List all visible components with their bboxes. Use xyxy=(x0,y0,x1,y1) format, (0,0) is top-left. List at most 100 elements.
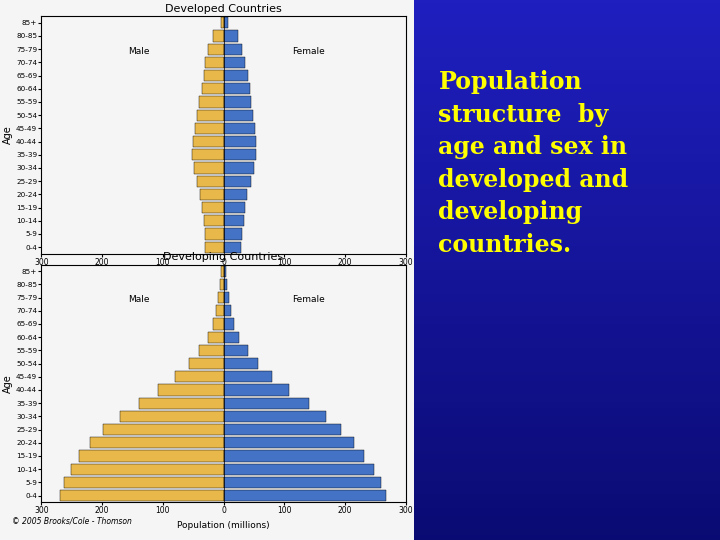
Bar xyxy=(414,240,720,243)
Bar xyxy=(414,86,720,89)
Bar xyxy=(414,230,720,232)
Bar xyxy=(224,70,248,81)
Bar xyxy=(414,284,720,286)
Bar xyxy=(414,38,720,40)
Bar xyxy=(414,386,720,389)
Bar xyxy=(414,510,720,513)
Bar xyxy=(414,232,720,235)
Bar xyxy=(414,526,720,529)
Bar xyxy=(138,397,224,409)
Bar xyxy=(414,181,720,184)
Bar xyxy=(414,305,720,308)
Bar xyxy=(414,211,720,213)
Title: Developing Countries: Developing Countries xyxy=(163,252,284,262)
Bar xyxy=(204,228,224,240)
Bar xyxy=(414,189,720,192)
Bar xyxy=(197,110,224,121)
Bar xyxy=(414,27,720,30)
Bar xyxy=(204,215,224,226)
Bar xyxy=(224,358,258,369)
Bar xyxy=(192,149,224,160)
Bar xyxy=(414,248,720,251)
Bar xyxy=(224,305,231,316)
Bar xyxy=(414,49,720,51)
Bar xyxy=(224,215,243,226)
Bar xyxy=(414,184,720,186)
Bar xyxy=(414,132,720,135)
Bar xyxy=(414,397,720,400)
Bar xyxy=(414,500,720,502)
Bar xyxy=(414,338,720,340)
Bar xyxy=(414,416,720,418)
Bar xyxy=(414,346,720,348)
Bar xyxy=(104,424,224,435)
Bar xyxy=(414,273,720,275)
Bar xyxy=(414,30,720,32)
Bar xyxy=(414,213,720,216)
Bar xyxy=(414,275,720,278)
Bar xyxy=(414,197,720,200)
Bar xyxy=(414,192,720,194)
Bar xyxy=(414,19,720,22)
Bar xyxy=(414,143,720,146)
Bar xyxy=(202,202,224,213)
Bar xyxy=(414,108,720,111)
Bar xyxy=(414,65,720,68)
Bar xyxy=(414,267,720,270)
Bar xyxy=(204,70,224,81)
Bar xyxy=(414,392,720,394)
Bar xyxy=(414,54,720,57)
Bar xyxy=(90,437,224,448)
Bar xyxy=(414,402,720,405)
Bar xyxy=(414,329,720,332)
Bar xyxy=(224,136,256,147)
Bar xyxy=(414,43,720,46)
Bar xyxy=(414,11,720,14)
Bar xyxy=(414,383,720,386)
Bar xyxy=(414,486,720,489)
Bar xyxy=(414,532,720,535)
Bar xyxy=(224,189,247,200)
Bar xyxy=(212,30,224,42)
Bar xyxy=(414,68,720,70)
Bar xyxy=(414,289,720,292)
Bar xyxy=(60,490,224,501)
Bar xyxy=(414,321,720,324)
Bar xyxy=(414,24,720,27)
Bar xyxy=(175,371,224,382)
Bar xyxy=(414,135,720,138)
Bar xyxy=(414,92,720,94)
Bar xyxy=(414,78,720,81)
Bar xyxy=(414,491,720,494)
Bar xyxy=(414,173,720,176)
Bar xyxy=(414,454,720,456)
Bar xyxy=(414,259,720,262)
Bar xyxy=(414,151,720,154)
Bar xyxy=(224,477,382,488)
Bar xyxy=(221,266,224,277)
Bar xyxy=(414,456,720,459)
Bar xyxy=(220,279,224,290)
Bar xyxy=(414,335,720,338)
Bar xyxy=(414,464,720,467)
Bar xyxy=(414,348,720,351)
Bar xyxy=(414,424,720,427)
Bar xyxy=(414,140,720,143)
Bar xyxy=(414,459,720,462)
Bar xyxy=(194,163,224,174)
Bar xyxy=(414,529,720,532)
Bar xyxy=(414,14,720,16)
Bar xyxy=(414,432,720,435)
Bar xyxy=(414,176,720,178)
Bar xyxy=(414,502,720,505)
Bar xyxy=(224,371,272,382)
Bar xyxy=(414,410,720,413)
Bar xyxy=(414,413,720,416)
Bar xyxy=(414,81,720,84)
Bar xyxy=(224,279,228,290)
Title: Developed Countries: Developed Countries xyxy=(165,4,282,14)
Bar xyxy=(414,57,720,59)
Bar xyxy=(224,44,242,55)
Bar xyxy=(224,384,289,396)
Bar xyxy=(195,123,224,134)
